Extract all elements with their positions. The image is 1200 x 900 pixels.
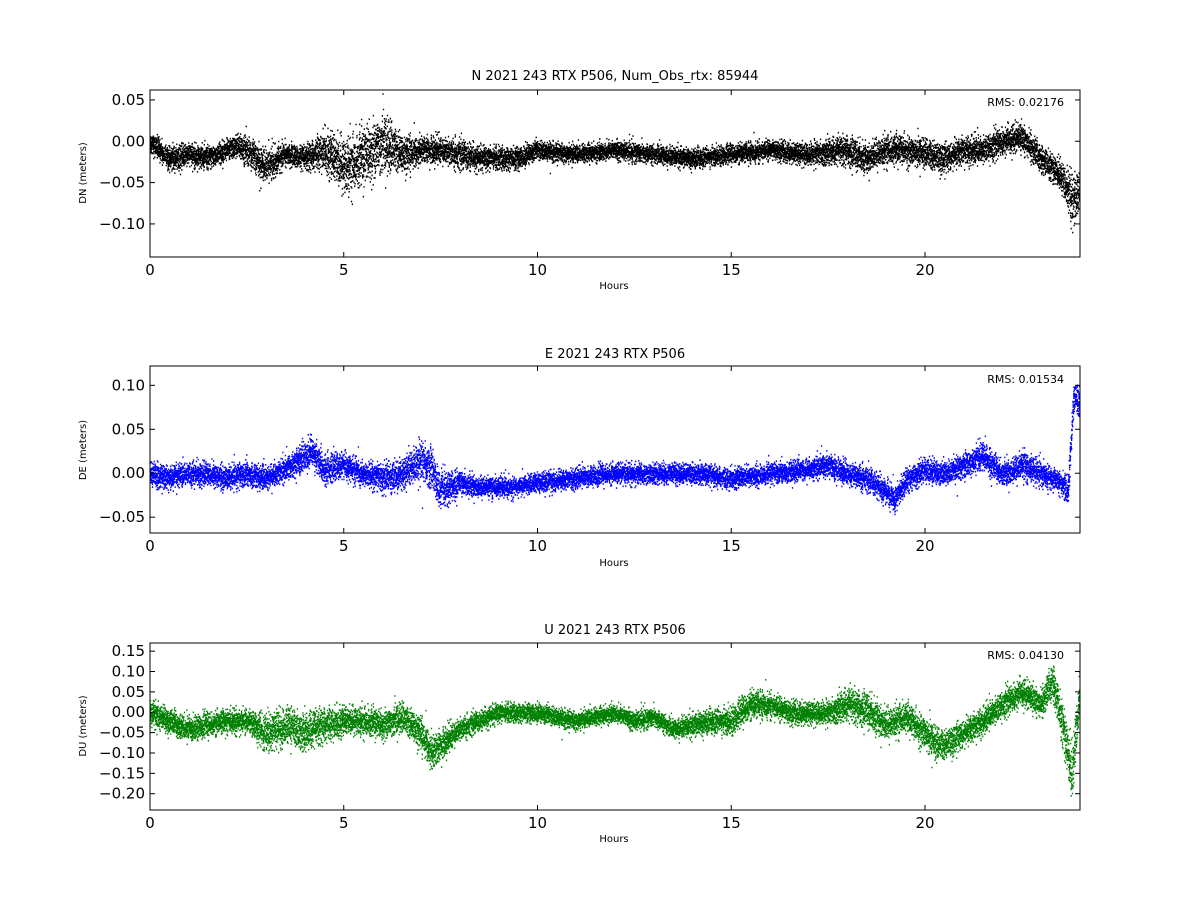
east-panel: E 2021 243 RTX P506 0 5 10 15 20 0.10 0.05 0.00…	[78, 347, 1081, 569]
north-ticks: 0 5 10 15 20 0.05 0.00 −0.05 −0.10	[99, 90, 1080, 279]
y-tick-label: 0.10	[112, 376, 145, 394]
north-x-axis-label: Hours	[599, 281, 628, 292]
x-tick-label: 15	[722, 261, 741, 279]
y-tick-label: −0.05	[99, 724, 145, 742]
up-panel: U 2021 243 RTX P506 0 5 10 15 20 0.15 0.10 0.05…	[78, 623, 1081, 845]
x-tick-label: 20	[915, 814, 934, 832]
up-y-axis-label: DU (meters)	[78, 695, 89, 756]
x-tick-label: 10	[528, 261, 547, 279]
x-tick-label: 20	[915, 261, 934, 279]
x-tick-label: 0	[145, 261, 155, 279]
x-tick-label: 0	[145, 814, 155, 832]
up-ticks: 0 5 10 15 20 0.15 0.10 0.05 0.00 −0.05 −0.10 −0.15 −…	[99, 642, 1080, 832]
north-panel: N 2021 243 RTX P506, Num_Obs_rtx: 85944 …	[78, 69, 1081, 292]
y-tick-label: 0.05	[112, 91, 145, 109]
x-tick-label: 15	[722, 814, 741, 832]
y-tick-label: 0.05	[112, 420, 145, 438]
y-tick-label: −0.05	[99, 174, 145, 192]
up-panel-title: U 2021 243 RTX P506	[544, 623, 686, 638]
y-tick-label: 0.15	[112, 642, 145, 660]
x-tick-label: 20	[915, 537, 934, 555]
up-rms-label: RMS: 0.04130	[987, 649, 1064, 662]
north-panel-title: N 2021 243 RTX P506, Num_Obs_rtx: 85944	[472, 69, 759, 84]
north-plot-frame	[149, 89, 1081, 258]
y-tick-label: 0.00	[112, 464, 145, 482]
y-tick-label: 0.00	[112, 703, 145, 721]
y-tick-label: −0.05	[99, 508, 145, 526]
east-panel-title: E 2021 243 RTX P506	[545, 347, 685, 362]
east-rms-label: RMS: 0.01534	[987, 373, 1064, 386]
east-plot-frame	[149, 365, 1081, 534]
up-plot-frame	[149, 642, 1081, 811]
north-rms-label: RMS: 0.02176	[987, 96, 1064, 109]
x-tick-label: 10	[528, 814, 547, 832]
x-tick-label: 5	[339, 537, 349, 555]
x-tick-label: 0	[145, 537, 155, 555]
y-tick-label: −0.10	[99, 215, 145, 233]
x-tick-label: 10	[528, 537, 547, 555]
y-tick-label: −0.10	[99, 744, 145, 762]
x-tick-label: 5	[339, 814, 349, 832]
y-tick-label: −0.15	[99, 764, 145, 782]
east-y-axis-label: DE (meters)	[78, 420, 89, 480]
east-ticks: 0 5 10 15 20 0.10 0.05 0.00 −0.05	[99, 366, 1080, 555]
y-tick-label: 0.00	[112, 132, 145, 150]
x-tick-label: 15	[722, 537, 741, 555]
x-tick-label: 5	[339, 261, 349, 279]
y-tick-label: −0.20	[99, 785, 145, 803]
north-y-axis-label: DN (meters)	[78, 142, 89, 204]
east-x-axis-label: Hours	[599, 558, 628, 569]
up-x-axis-label: Hours	[599, 834, 628, 845]
y-tick-label: 0.10	[112, 663, 145, 681]
y-tick-label: 0.05	[112, 683, 145, 701]
